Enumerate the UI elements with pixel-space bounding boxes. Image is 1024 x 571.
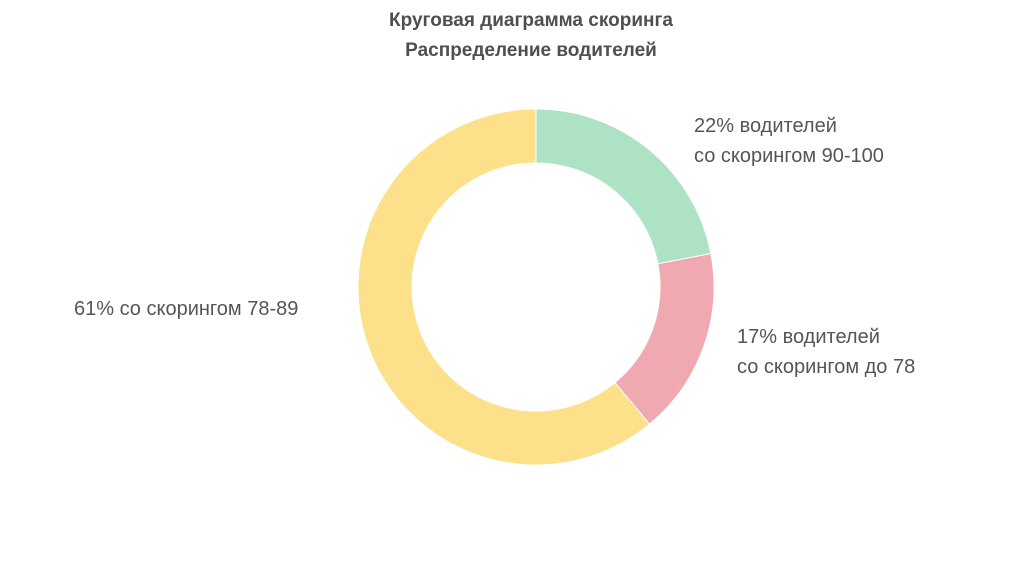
slice-label-green-line-2: со скорингом 90-100	[694, 145, 884, 167]
slice-label-green-line-1: 22% водителей	[694, 115, 837, 137]
slice-green	[535, 108, 712, 265]
slice-label-red-line-2: со скорингом до 78	[737, 356, 916, 378]
slice-yellow	[357, 108, 651, 466]
chart-subtitle: Распределение водителей	[405, 40, 657, 61]
slice-red	[614, 253, 715, 425]
slice-label-red: 17% водителей со скорингом до 78	[737, 322, 915, 382]
chart-title-block: Круговая диаграмма скоринга Распределени…	[0, 6, 1024, 66]
chart-title: Круговая диаграмма скоринга	[389, 10, 673, 31]
slice-label-yellow-line-1: 61% со скорингом 78-89	[74, 298, 299, 320]
slice-label-yellow: 61% со скорингом 78-89	[74, 294, 298, 324]
slice-label-green: 22% водителей со скорингом 90-100	[694, 111, 884, 171]
slice-label-red-line-1: 17% водителей	[737, 326, 880, 348]
